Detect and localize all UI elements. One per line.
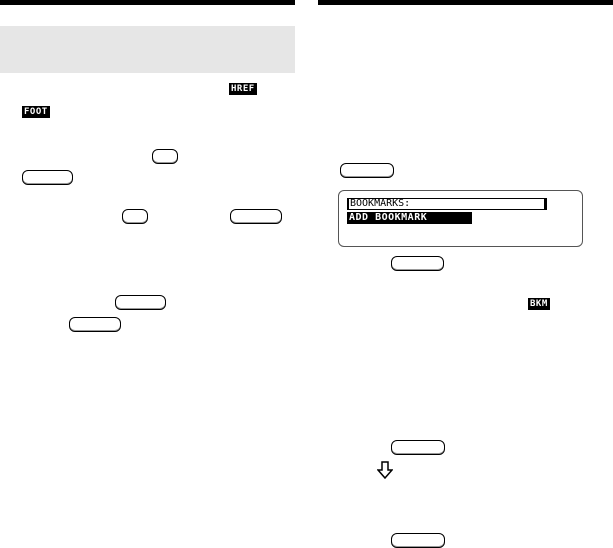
section-heading-box bbox=[0, 26, 295, 73]
key-wide-icon bbox=[391, 256, 444, 271]
arrow-down-icon bbox=[377, 461, 393, 479]
key-wide-icon bbox=[340, 163, 394, 178]
href-icon: HREF bbox=[229, 83, 257, 95]
key-wide-icon bbox=[391, 440, 445, 455]
foot-icon: FOOT bbox=[22, 106, 50, 118]
key-wide-icon bbox=[115, 295, 166, 310]
left-header-bar bbox=[0, 0, 295, 5]
key-wide-icon bbox=[230, 209, 282, 224]
key-wide-icon bbox=[22, 170, 73, 185]
display-line-add-bookmark: ADD BOOKMARK bbox=[347, 212, 472, 224]
key-wide-icon bbox=[391, 533, 445, 548]
lcd-display: BOOKMARKS: ADD BOOKMARK bbox=[338, 190, 583, 247]
key-small-icon bbox=[152, 149, 178, 164]
bkm-icon: BKM bbox=[528, 298, 550, 310]
key-small-icon bbox=[122, 209, 148, 224]
display-line-bookmarks: BOOKMARKS: bbox=[347, 198, 547, 210]
key-wide-icon bbox=[69, 317, 121, 332]
right-header-bar bbox=[318, 0, 613, 5]
